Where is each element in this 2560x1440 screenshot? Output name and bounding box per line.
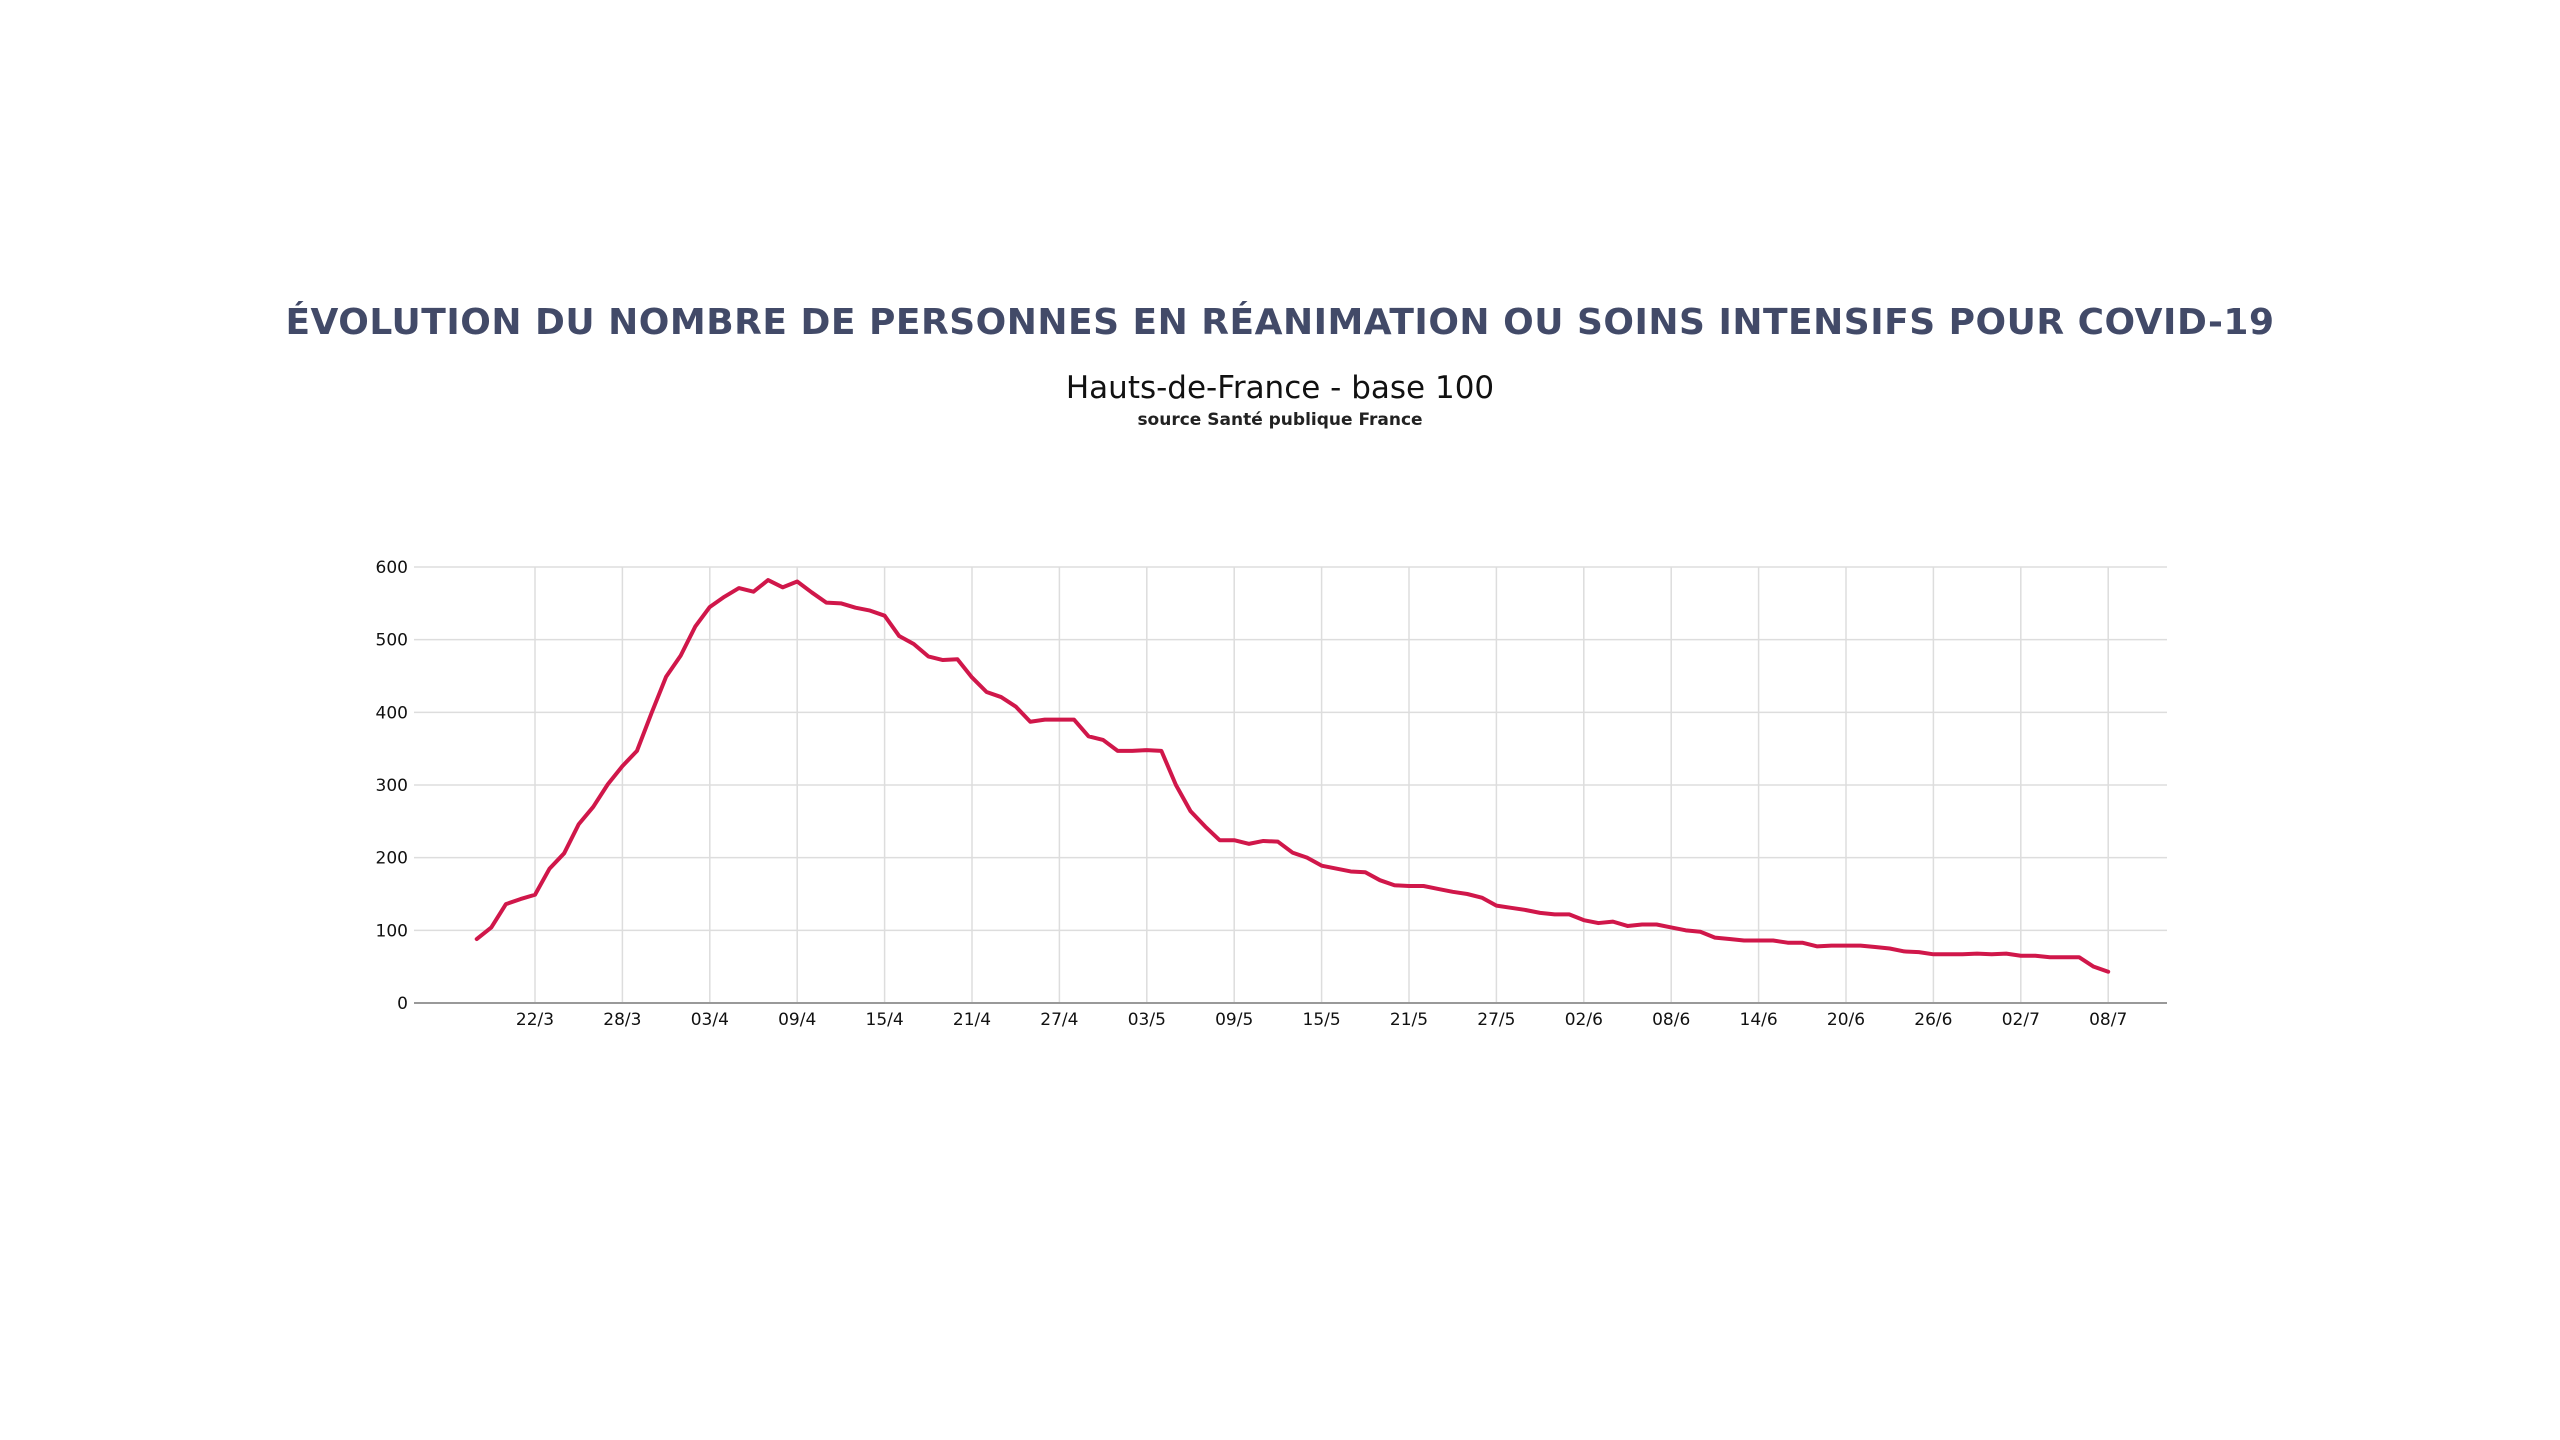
chart-subtitle: Hauts-de-France - base 100 — [1065, 370, 1495, 406]
x-tick-label: 08/7 — [2089, 1010, 2127, 1030]
x-tick-label: 21/5 — [1390, 1010, 1428, 1030]
x-tick-label: 15/5 — [1303, 1010, 1341, 1030]
y-tick-label: 400 — [376, 703, 408, 723]
x-tick-label: 09/4 — [778, 1010, 816, 1030]
y-tick-label: 500 — [376, 631, 408, 651]
y-tick-label: 600 — [376, 558, 408, 578]
x-tick-label: 09/5 — [1215, 1010, 1253, 1030]
x-tick-label: 08/6 — [1652, 1010, 1690, 1030]
grid — [414, 566, 2167, 1003]
y-tick-label: 100 — [376, 921, 408, 941]
chart-source: source Santé publique France — [1137, 410, 1423, 430]
x-tick-label: 02/6 — [1565, 1010, 1603, 1030]
x-tick-label: 27/4 — [1040, 1010, 1078, 1030]
x-tick-label: 20/6 — [1827, 1010, 1865, 1030]
x-tick-label: 15/4 — [866, 1010, 904, 1030]
x-tick-label: 28/3 — [603, 1010, 641, 1030]
x-tick-label: 14/6 — [1740, 1010, 1778, 1030]
y-tick-label: 0 — [397, 994, 408, 1014]
x-tick-label: 03/5 — [1128, 1010, 1166, 1030]
tick-labels: 0 100 200 300 400 500 600 22/3 28/3 03/4 09/4 15/4 2… — [376, 558, 2128, 1030]
series — [474, 578, 2111, 974]
x-tick-label: 03/4 — [691, 1010, 729, 1030]
x-tick-label: 26/6 — [1914, 1010, 1952, 1030]
x-tick-label: 22/3 — [516, 1010, 554, 1030]
y-tick-label: 200 — [376, 849, 408, 869]
x-tick-label: 02/7 — [2002, 1010, 2040, 1030]
x-tick-label: 27/5 — [1477, 1010, 1515, 1030]
y-tick-label: 300 — [376, 776, 408, 796]
x-tick-label: 21/4 — [953, 1010, 991, 1030]
chart-title: ÉVOLUTION DU NOMBRE DE PERSONNES EN RÉAN… — [285, 302, 2275, 343]
series-line — [474, 578, 2111, 974]
